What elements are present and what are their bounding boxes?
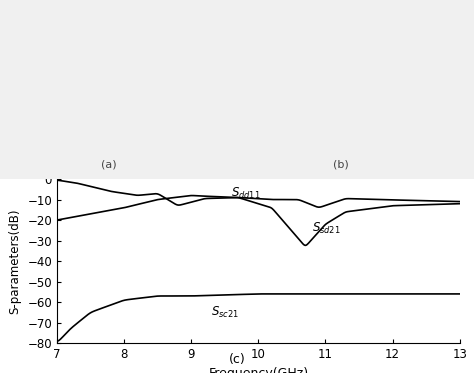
Text: $S_{sd21}$: $S_{sd21}$	[312, 221, 341, 236]
Y-axis label: S-parameters(dB): S-parameters(dB)	[9, 209, 22, 314]
Text: (b): (b)	[333, 160, 349, 170]
Text: (c): (c)	[228, 354, 246, 366]
Text: $S_{sc21}$: $S_{sc21}$	[211, 305, 239, 320]
X-axis label: Frequency(GHz): Frequency(GHz)	[208, 367, 309, 373]
Text: (a): (a)	[101, 160, 117, 170]
Text: $S_{dd11}$: $S_{dd11}$	[231, 186, 261, 201]
